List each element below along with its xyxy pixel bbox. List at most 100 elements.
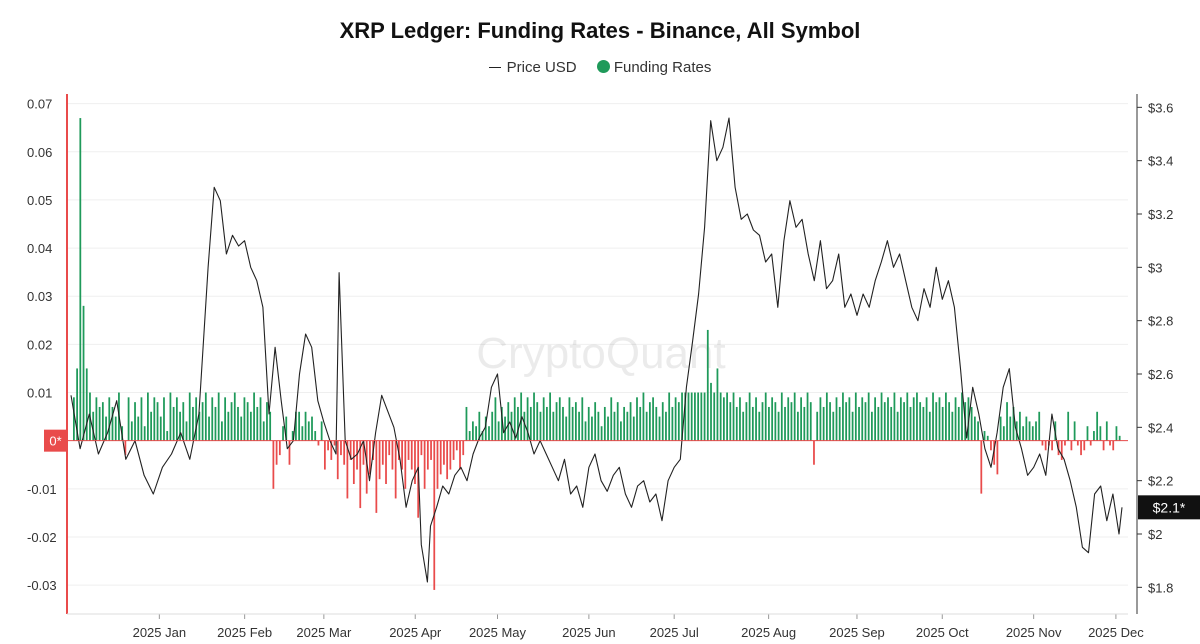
funding-bar: [98, 406, 101, 441]
tick-labels: 0.07 0.06 0.05 0.04 0.03 0.02 0.01 -0.01 -0.02 -0…: [27, 97, 1186, 640]
funding-bar: [977, 421, 979, 441]
funding-bar: [610, 397, 613, 441]
x-tick-label: 2025 Dec: [1088, 625, 1144, 640]
funding-bar: [722, 397, 725, 441]
funding-bar: [813, 440, 815, 465]
funding-bar: [626, 411, 629, 441]
funding-bar: [484, 416, 487, 441]
gridlines: [67, 103, 1128, 586]
funding-bar: [700, 392, 703, 441]
funding-bar: [854, 392, 857, 441]
funding-bar: [404, 440, 407, 489]
funding-bar: [932, 392, 934, 441]
funding-bar: [1006, 402, 1008, 441]
funding-bar: [1019, 411, 1021, 441]
funding-bar: [188, 392, 191, 441]
right-tick-label: $3: [1148, 260, 1162, 275]
funding-bar: [671, 406, 674, 441]
funding-bar: [420, 440, 423, 456]
funding-bar: [385, 440, 387, 484]
funding-bar: [1051, 440, 1053, 451]
funding-bar: [600, 426, 603, 441]
funding-bar: [845, 402, 848, 441]
funding-bar: [742, 411, 745, 441]
funding-bar: [327, 440, 329, 451]
funding-bar: [980, 440, 983, 494]
funding-bar: [79, 118, 82, 441]
funding-bar: [163, 397, 165, 441]
funding-bar: [603, 406, 606, 441]
funding-bar: [632, 416, 635, 441]
funding-bar: [591, 416, 593, 441]
axes: [44, 94, 1200, 619]
funding-bar: [990, 440, 992, 451]
funding-bar: [829, 402, 831, 441]
funding-bar: [526, 397, 529, 441]
funding-bar: [195, 397, 198, 441]
funding-bar: [571, 406, 574, 441]
zero-marker-label: 0*: [49, 434, 61, 449]
funding-bar: [111, 406, 114, 441]
legend-item-price[interactable]: Price USD: [488, 59, 577, 76]
funding-bar: [1012, 406, 1015, 441]
funding-bar: [729, 402, 732, 441]
funding-bar: [230, 402, 233, 441]
funding-bar: [314, 431, 317, 441]
funding-bar: [114, 416, 117, 441]
funding-bar: [703, 392, 706, 441]
left-tick-label: 0.04: [27, 241, 52, 256]
funding-bar: [574, 402, 577, 441]
x-tick-label: 2025 May: [469, 625, 527, 640]
funding-bar: [961, 392, 963, 441]
funding-bar: [423, 440, 426, 489]
funding-bar: [459, 440, 461, 470]
left-tick-label: 0.03: [27, 289, 52, 304]
x-tick-label: 2025 Sep: [829, 625, 885, 640]
funding-bar: [816, 411, 819, 441]
x-tick-label: 2025 Jul: [650, 625, 699, 640]
funding-bar: [986, 435, 989, 441]
funding-bar: [349, 440, 352, 460]
funding-bar: [1009, 416, 1012, 441]
funding-bar: [793, 392, 796, 441]
right-tick-label: $2.2: [1148, 474, 1173, 489]
funding-bar: [919, 402, 922, 441]
funding-bar: [436, 440, 439, 489]
funding-bar: [674, 397, 677, 441]
funding-bar: [568, 397, 571, 441]
funding-bar: [237, 406, 239, 441]
funding-bar: [797, 411, 799, 441]
funding-bar: [147, 392, 149, 441]
funding-bar: [713, 392, 716, 441]
funding-bar: [751, 406, 754, 441]
left-tick-label: -0.02: [27, 530, 57, 545]
funding-bar: [536, 402, 539, 441]
funding-bar: [957, 406, 960, 441]
funding-bar: [472, 421, 474, 441]
dot-icon: [596, 59, 610, 73]
funding-bar: [504, 416, 506, 441]
funding-bar: [169, 392, 172, 441]
right-tick-label: $2: [1148, 527, 1162, 542]
right-tick-label: $1.8: [1148, 580, 1173, 595]
funding-bar: [1073, 421, 1076, 441]
funding-bar: [899, 397, 902, 441]
legend-item-funding[interactable]: Funding Rates: [596, 59, 711, 76]
funding-bars: [73, 118, 1121, 590]
funding-bar: [340, 440, 342, 456]
funding-bar: [465, 406, 468, 441]
funding-bar: [1002, 426, 1005, 441]
funding-bar: [497, 421, 500, 441]
funding-bar: [909, 406, 912, 441]
left-tick-label: -0.01: [27, 482, 57, 497]
funding-bar: [1025, 416, 1028, 441]
right-tick-label: $2.8: [1148, 314, 1173, 329]
funding-bar: [137, 416, 140, 441]
funding-bar: [153, 397, 156, 441]
funding-bar: [983, 431, 986, 441]
current-price-marker-box: [1138, 495, 1200, 520]
funding-bar: [311, 416, 313, 441]
funding-bar: [92, 411, 95, 441]
left-tick-label: -0.03: [27, 578, 57, 593]
